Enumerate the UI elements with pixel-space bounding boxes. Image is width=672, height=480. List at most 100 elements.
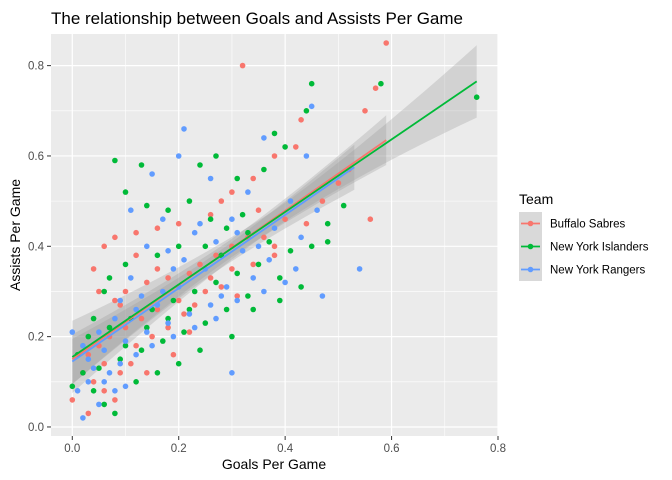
data-point	[362, 108, 368, 114]
data-point	[181, 257, 187, 263]
data-point	[106, 275, 113, 281]
data-point	[154, 370, 161, 376]
data-point	[186, 198, 193, 204]
data-point	[287, 248, 294, 254]
data-point	[367, 216, 374, 222]
data-point	[277, 275, 283, 281]
data-point	[229, 370, 235, 376]
data-point	[186, 270, 193, 277]
data-point	[255, 207, 262, 213]
data-point	[378, 80, 384, 87]
data-point	[202, 320, 209, 326]
data-point	[90, 365, 97, 372]
data-point	[96, 288, 102, 295]
data-point	[165, 248, 171, 254]
data-point	[138, 162, 145, 168]
data-point	[144, 243, 150, 250]
data-point	[282, 216, 288, 222]
data-point	[165, 315, 171, 322]
data-point	[261, 166, 267, 173]
data-point	[218, 293, 225, 299]
data-point	[101, 347, 107, 354]
data-point	[128, 275, 134, 281]
data-point	[186, 329, 193, 335]
data-point	[122, 261, 129, 268]
data-point	[298, 284, 304, 290]
data-point	[90, 315, 97, 322]
data-point	[293, 144, 299, 150]
data-point	[144, 202, 150, 209]
data-point	[80, 342, 86, 349]
data-point	[223, 306, 230, 313]
data-point	[122, 288, 129, 295]
data-point	[250, 261, 256, 268]
data-point	[191, 324, 198, 331]
data-point	[197, 347, 203, 354]
data-point	[207, 275, 214, 281]
data-point	[117, 360, 123, 367]
trend-line	[71, 166, 355, 363]
data-point	[69, 397, 76, 403]
data-point	[197, 162, 203, 168]
data-point	[144, 324, 150, 331]
scatter-points	[69, 40, 480, 421]
data-point	[324, 239, 331, 245]
data-point	[186, 311, 193, 317]
data-point	[128, 360, 134, 367]
data-point	[186, 306, 193, 313]
legend-key-point	[527, 220, 534, 227]
data-point	[255, 261, 262, 268]
data-point	[154, 306, 161, 313]
data-point	[117, 302, 123, 308]
trend-lines	[71, 80, 478, 363]
data-point	[250, 175, 256, 182]
data-point	[271, 243, 278, 250]
data-point	[165, 207, 171, 213]
data-point	[223, 225, 230, 231]
data-point	[250, 306, 256, 313]
data-point	[239, 211, 246, 218]
data-point	[117, 370, 123, 376]
data-point	[239, 248, 246, 254]
data-point	[191, 229, 198, 236]
data-point	[245, 189, 251, 195]
data-point	[160, 288, 166, 295]
data-point	[160, 338, 166, 344]
data-point	[170, 266, 177, 272]
data-point	[271, 130, 278, 137]
data-point	[372, 85, 379, 91]
data-point	[96, 365, 102, 372]
data-point	[69, 383, 76, 390]
data-point	[85, 351, 92, 358]
data-point	[319, 198, 326, 204]
data-point	[128, 207, 134, 213]
x-axis-title: Goals Per Game	[222, 456, 326, 472]
data-point	[303, 153, 310, 159]
data-point	[112, 410, 118, 417]
data-point	[122, 383, 129, 390]
data-point	[122, 338, 129, 344]
data-point	[234, 175, 240, 182]
data-point	[255, 243, 262, 250]
data-point	[207, 216, 214, 222]
data-point	[271, 225, 278, 231]
data-point	[223, 284, 230, 290]
data-point	[383, 40, 390, 46]
data-point	[207, 302, 214, 308]
data-point	[112, 397, 118, 403]
data-point	[90, 266, 97, 272]
data-point	[234, 297, 240, 304]
data-point	[298, 117, 304, 123]
data-point	[293, 266, 299, 272]
data-point	[271, 252, 278, 259]
data-point	[207, 211, 214, 218]
data-point	[101, 243, 107, 250]
data-point	[175, 297, 182, 304]
data-point	[245, 293, 251, 299]
data-point	[165, 275, 171, 281]
data-point	[133, 379, 139, 385]
data-point	[202, 288, 209, 295]
data-point	[324, 220, 331, 227]
data-point	[335, 180, 342, 186]
data-point	[154, 266, 161, 272]
